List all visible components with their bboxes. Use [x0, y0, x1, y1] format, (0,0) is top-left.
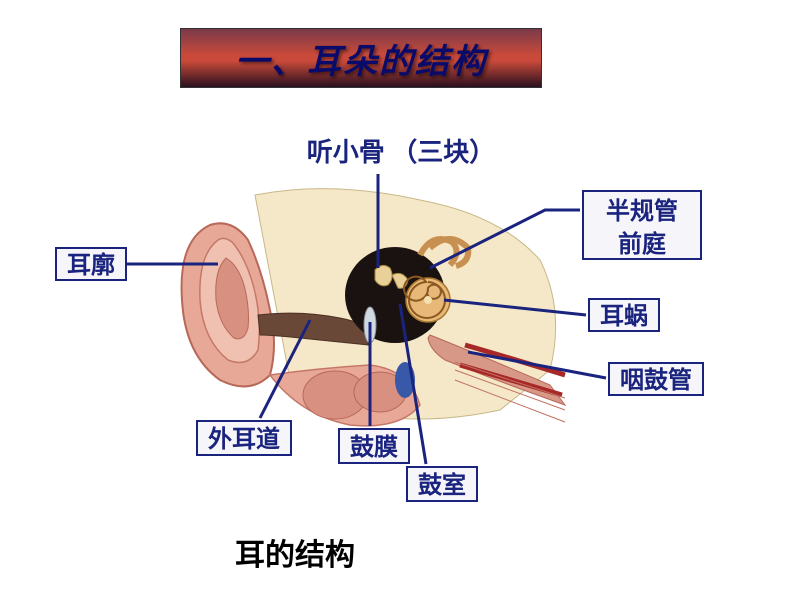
- label-eardrum-text: 鼓膜: [350, 435, 398, 461]
- label-tympanic: 鼓室: [406, 466, 478, 502]
- label-ext-canal-text: 外耳道: [208, 427, 280, 453]
- label-auricle: 耳廓: [55, 247, 127, 281]
- title-banner: 一、耳朵的结构: [180, 28, 542, 88]
- label-ossicles-text: 听小骨: [307, 138, 385, 167]
- title-text: 一、耳朵的结构: [235, 34, 487, 83]
- label-cochlea: 耳蜗: [588, 298, 660, 332]
- diagram-caption: 耳的结构: [235, 530, 355, 574]
- label-ossicles-suffix: （三块）: [385, 138, 496, 167]
- label-semicirc: 半规管前庭: [582, 190, 702, 260]
- label-ossicles: 听小骨 （三块）: [276, 134, 526, 172]
- label-tympanic-text: 鼓室: [418, 473, 466, 499]
- label-semicirc-line2: 前庭: [594, 229, 690, 262]
- label-eustachian-text: 咽鼓管: [620, 368, 692, 394]
- label-cochlea-text: 耳蜗: [600, 304, 648, 330]
- label-eardrum: 鼓膜: [338, 428, 410, 464]
- label-ext-canal: 外耳道: [196, 420, 292, 456]
- label-auricle-text: 耳廓: [67, 253, 115, 279]
- label-semicirc-line1: 半规管: [594, 196, 690, 229]
- ear-diagram: [170, 170, 590, 450]
- label-eustachian: 咽鼓管: [608, 362, 704, 396]
